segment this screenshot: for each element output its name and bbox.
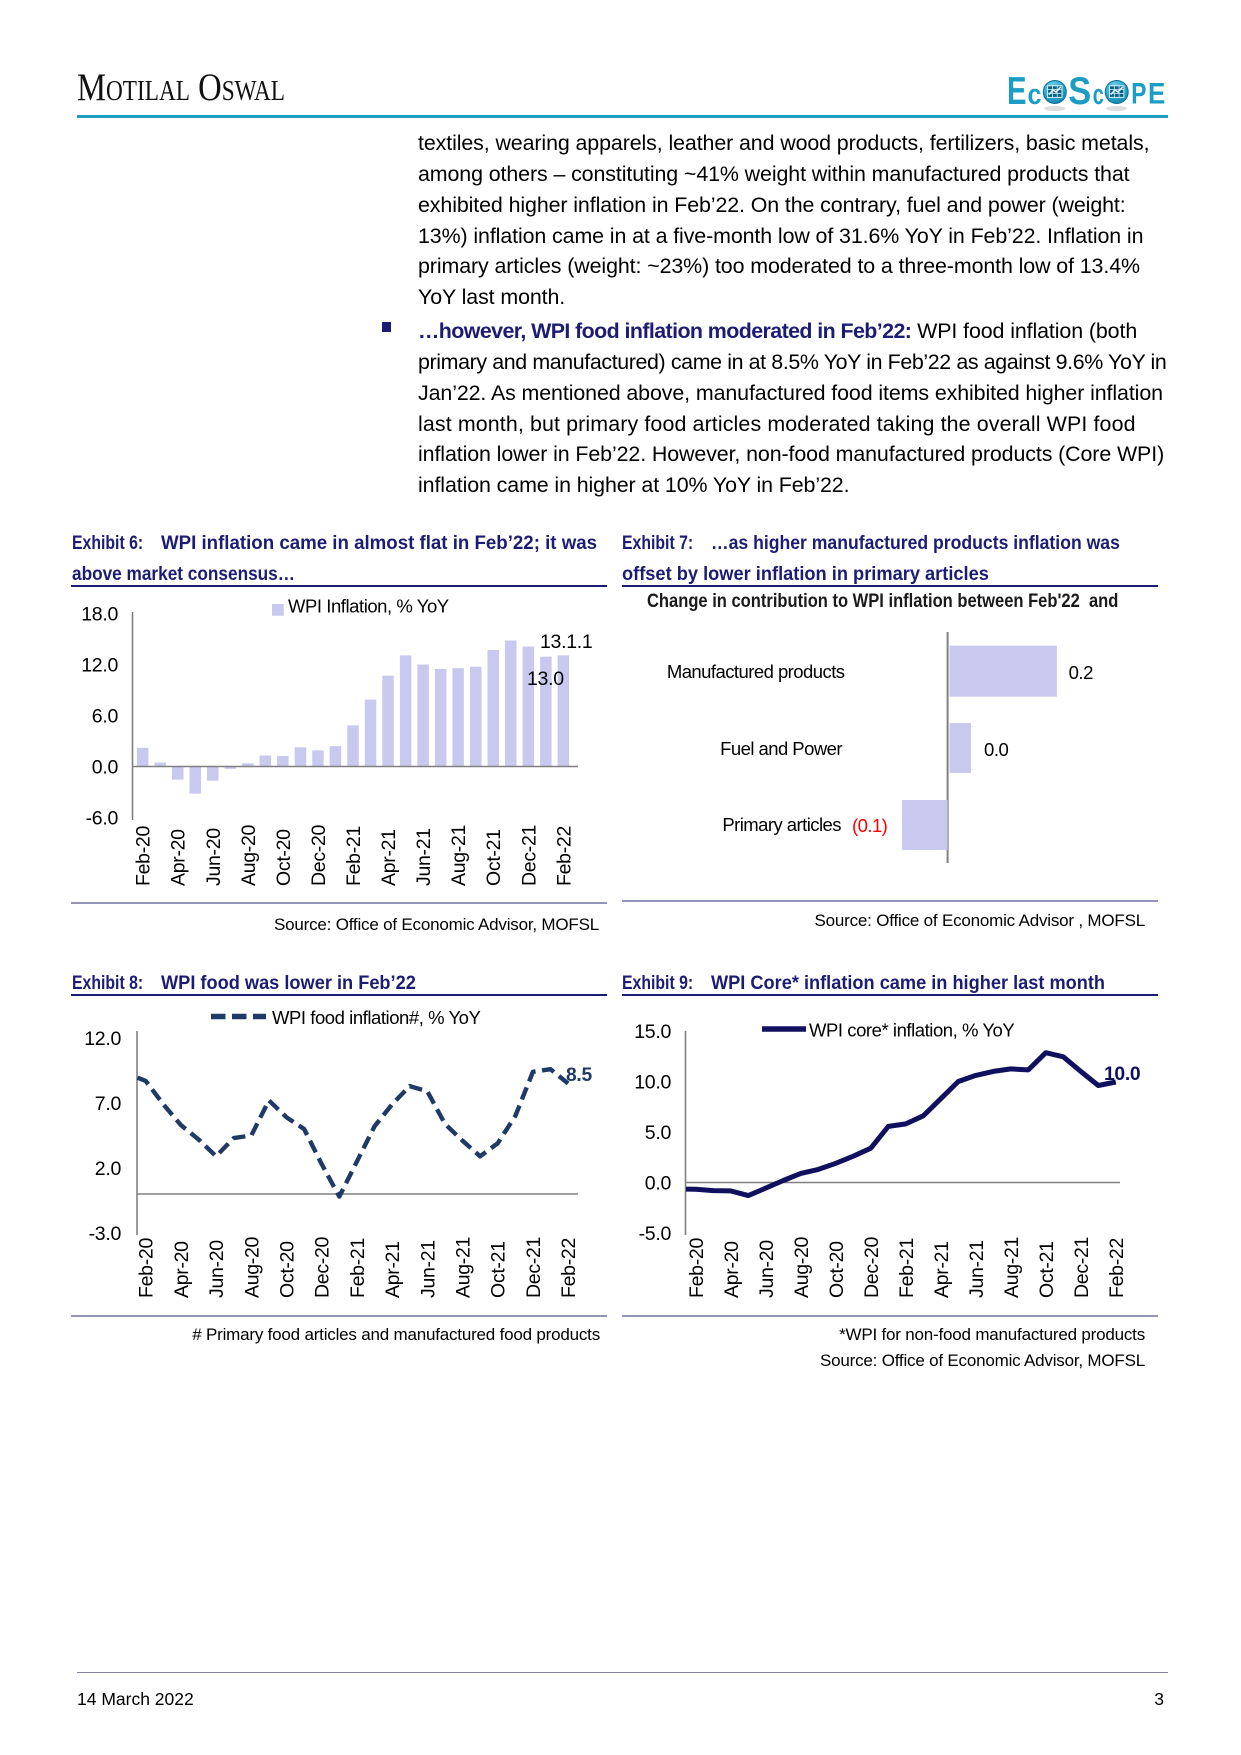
svg-text:13.0: 13.0 bbox=[527, 668, 564, 690]
svg-text:Jun-20: Jun-20 bbox=[203, 828, 225, 886]
svg-text:Feb-20: Feb-20 bbox=[136, 1238, 158, 1298]
svg-text:Feb-22: Feb-22 bbox=[558, 1238, 580, 1298]
svg-text:Primary articles: Primary articles bbox=[722, 814, 841, 835]
svg-text:Aug-21: Aug-21 bbox=[1001, 1237, 1023, 1298]
svg-text:WPI core* inflation, % YoY: WPI core* inflation, % YoY bbox=[809, 1020, 1014, 1041]
svg-text:Dec-20: Dec-20 bbox=[308, 824, 330, 886]
svg-text:Dec-20: Dec-20 bbox=[861, 1236, 883, 1298]
svg-text:Source: Office of Economic Adv: Source: Office of Economic Advisor, MOFS… bbox=[274, 915, 599, 934]
svg-text:Feb-21: Feb-21 bbox=[343, 826, 365, 886]
svg-text:WPI Inflation, % YoY: WPI Inflation, % YoY bbox=[288, 596, 449, 617]
svg-text:-5.0: -5.0 bbox=[639, 1223, 672, 1245]
svg-text:2.0: 2.0 bbox=[95, 1158, 122, 1180]
svg-text:Jun-20: Jun-20 bbox=[206, 1240, 228, 1298]
svg-text:c: c bbox=[1028, 79, 1042, 111]
svg-text:Feb-20: Feb-20 bbox=[133, 826, 155, 886]
svg-text:10.0: 10.0 bbox=[634, 1072, 671, 1094]
svg-text:Apr-21: Apr-21 bbox=[382, 1241, 404, 1298]
svg-text:Apr-20: Apr-20 bbox=[171, 1241, 193, 1298]
svg-text:Oct-20: Oct-20 bbox=[826, 1241, 848, 1298]
svg-text:Oct-21: Oct-21 bbox=[488, 1241, 510, 1298]
svg-text:WPI food inflation#, % YoY: WPI food inflation#, % YoY bbox=[272, 1007, 480, 1028]
svg-text:-3.0: -3.0 bbox=[89, 1223, 122, 1245]
svg-text:Oct-20: Oct-20 bbox=[273, 829, 295, 886]
svg-text:Dec-20: Dec-20 bbox=[312, 1236, 334, 1298]
svg-text:S: S bbox=[1068, 70, 1091, 113]
svg-text:0.0: 0.0 bbox=[984, 739, 1009, 760]
svg-text:Apr-20: Apr-20 bbox=[168, 829, 190, 886]
svg-text:Feb-22: Feb-22 bbox=[553, 826, 575, 886]
svg-text:Jun-21: Jun-21 bbox=[413, 828, 435, 886]
svg-text:Oct-21: Oct-21 bbox=[1036, 1241, 1058, 1298]
svg-text:c: c bbox=[1093, 79, 1104, 111]
svg-text:Feb-20: Feb-20 bbox=[686, 1238, 708, 1298]
svg-text:Source: Office of Economic Adv: Source: Office of Economic Advisor , MOF… bbox=[815, 911, 1145, 930]
svg-text:13.1.1: 13.1.1 bbox=[540, 631, 592, 653]
svg-text:Dec-21: Dec-21 bbox=[523, 1237, 545, 1298]
svg-text:Feb-21: Feb-21 bbox=[347, 1238, 369, 1298]
svg-text:Feb-22: Feb-22 bbox=[1106, 1238, 1128, 1298]
svg-text:0.0: 0.0 bbox=[92, 757, 119, 779]
svg-text:Aug-21: Aug-21 bbox=[448, 825, 470, 886]
svg-text:Jun-21: Jun-21 bbox=[417, 1240, 439, 1298]
svg-text:8.5: 8.5 bbox=[566, 1065, 592, 1086]
svg-text:Dec-21: Dec-21 bbox=[518, 825, 540, 886]
svg-text:Jun-20: Jun-20 bbox=[756, 1240, 778, 1298]
svg-text:Aug-20: Aug-20 bbox=[791, 1236, 813, 1298]
svg-text:Aug-20: Aug-20 bbox=[241, 1236, 263, 1298]
svg-text:0.0: 0.0 bbox=[645, 1173, 672, 1195]
svg-text:(0.1): (0.1) bbox=[852, 815, 888, 836]
svg-text:Feb-21: Feb-21 bbox=[896, 1238, 918, 1298]
svg-text:7.0: 7.0 bbox=[95, 1093, 122, 1115]
svg-text:Manufactured products: Manufactured products bbox=[667, 661, 845, 682]
svg-text:# Primary food articles and ma: # Primary food articles and manufactured… bbox=[192, 1325, 600, 1344]
svg-text:5.0: 5.0 bbox=[645, 1122, 672, 1144]
svg-text:Aug-21: Aug-21 bbox=[453, 1237, 475, 1298]
svg-text:Oct-21: Oct-21 bbox=[483, 829, 505, 886]
svg-text:18.0: 18.0 bbox=[81, 604, 118, 626]
svg-text:Fuel and Power: Fuel and Power bbox=[720, 738, 842, 759]
svg-text:Oct-20: Oct-20 bbox=[277, 1241, 299, 1298]
svg-text:Apr-21: Apr-21 bbox=[931, 1241, 953, 1298]
svg-text:E: E bbox=[1148, 78, 1165, 111]
svg-text:Jun-21: Jun-21 bbox=[966, 1240, 988, 1298]
svg-text:12.0: 12.0 bbox=[84, 1028, 121, 1050]
svg-text:Dec-21: Dec-21 bbox=[1071, 1237, 1093, 1298]
svg-text:0.2: 0.2 bbox=[1069, 662, 1094, 683]
svg-text:12.0: 12.0 bbox=[81, 655, 118, 677]
svg-text:10.0: 10.0 bbox=[1104, 1064, 1140, 1085]
svg-text:E: E bbox=[1007, 70, 1027, 113]
svg-text:Apr-21: Apr-21 bbox=[378, 829, 400, 886]
svg-text:Source: Office of Economic Adv: Source: Office of Economic Advisor, MOFS… bbox=[820, 1351, 1145, 1370]
svg-text:Apr-20: Apr-20 bbox=[721, 1241, 743, 1298]
svg-text:6.0: 6.0 bbox=[92, 706, 119, 728]
svg-text:-6.0: -6.0 bbox=[86, 808, 119, 830]
svg-text:15.0: 15.0 bbox=[634, 1021, 671, 1043]
svg-text:*WPI for non-food manufactured: *WPI for non-food manufactured products bbox=[839, 1325, 1145, 1344]
svg-text:Motilal Oswal: Motilal Oswal bbox=[77, 65, 285, 109]
svg-text:P: P bbox=[1131, 78, 1146, 111]
svg-text:Aug-20: Aug-20 bbox=[238, 824, 260, 886]
